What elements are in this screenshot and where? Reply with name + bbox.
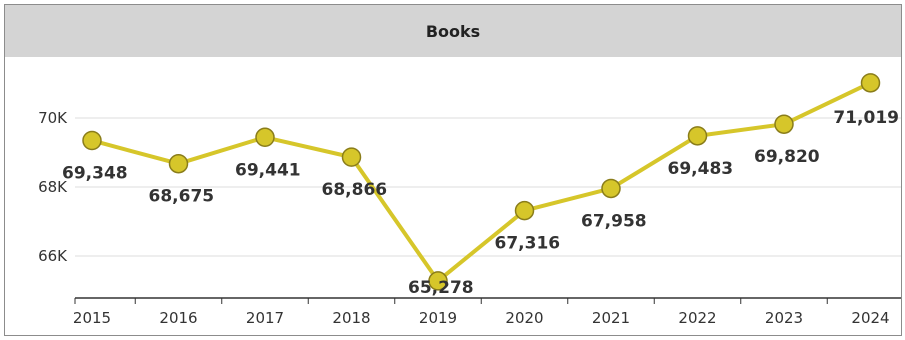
line-chart: 66K 68K 70K 2015 2016 2017 2018 2019 2020 2021 202… xyxy=(38,73,901,327)
series-line xyxy=(91,81,872,283)
data-point xyxy=(601,178,621,199)
x-tick-label: 2015 xyxy=(73,309,111,327)
x-tick-label: 2021 xyxy=(592,309,630,327)
chart-header: Books xyxy=(5,5,901,57)
data-label: 67,316 xyxy=(495,234,561,254)
data-point xyxy=(860,73,881,93)
data-point xyxy=(168,153,189,174)
y-tick-label: 70K xyxy=(38,109,68,127)
data-label: 67,958 xyxy=(581,211,647,231)
data-label: 69,483 xyxy=(668,159,734,179)
y-tick-label: 68K xyxy=(38,178,68,196)
data-point xyxy=(687,126,708,146)
chart-frame: Books 66K 68K 70K 2015 2016 2017 2018 2019 2020 2… xyxy=(4,4,902,336)
data-point xyxy=(82,130,102,151)
chart-title: Books xyxy=(425,21,481,41)
x-tick-label: 2018 xyxy=(332,309,370,327)
x-tick-label: 2017 xyxy=(246,309,284,327)
data-label: 65,278 xyxy=(408,278,474,298)
y-tick-label: 66K xyxy=(38,247,68,265)
x-tick-label: 2022 xyxy=(678,309,716,327)
data-label: 69,348 xyxy=(62,163,128,183)
x-tick-label: 2024 xyxy=(851,309,889,327)
data-label: 71,019 xyxy=(833,108,899,128)
data-label: 68,675 xyxy=(149,187,215,207)
data-point xyxy=(774,114,794,134)
data-point xyxy=(255,127,275,148)
x-tick-label: 2020 xyxy=(505,309,543,327)
data-point xyxy=(428,271,448,291)
x-tick-label: 2019 xyxy=(419,309,457,327)
data-point xyxy=(341,147,362,167)
x-tick-label: 2023 xyxy=(765,309,803,327)
data-point xyxy=(514,200,535,221)
data-label: 68,866 xyxy=(322,180,388,200)
data-label: 69,441 xyxy=(235,160,301,180)
x-tick-label: 2016 xyxy=(159,309,197,327)
data-label: 69,820 xyxy=(754,147,820,167)
